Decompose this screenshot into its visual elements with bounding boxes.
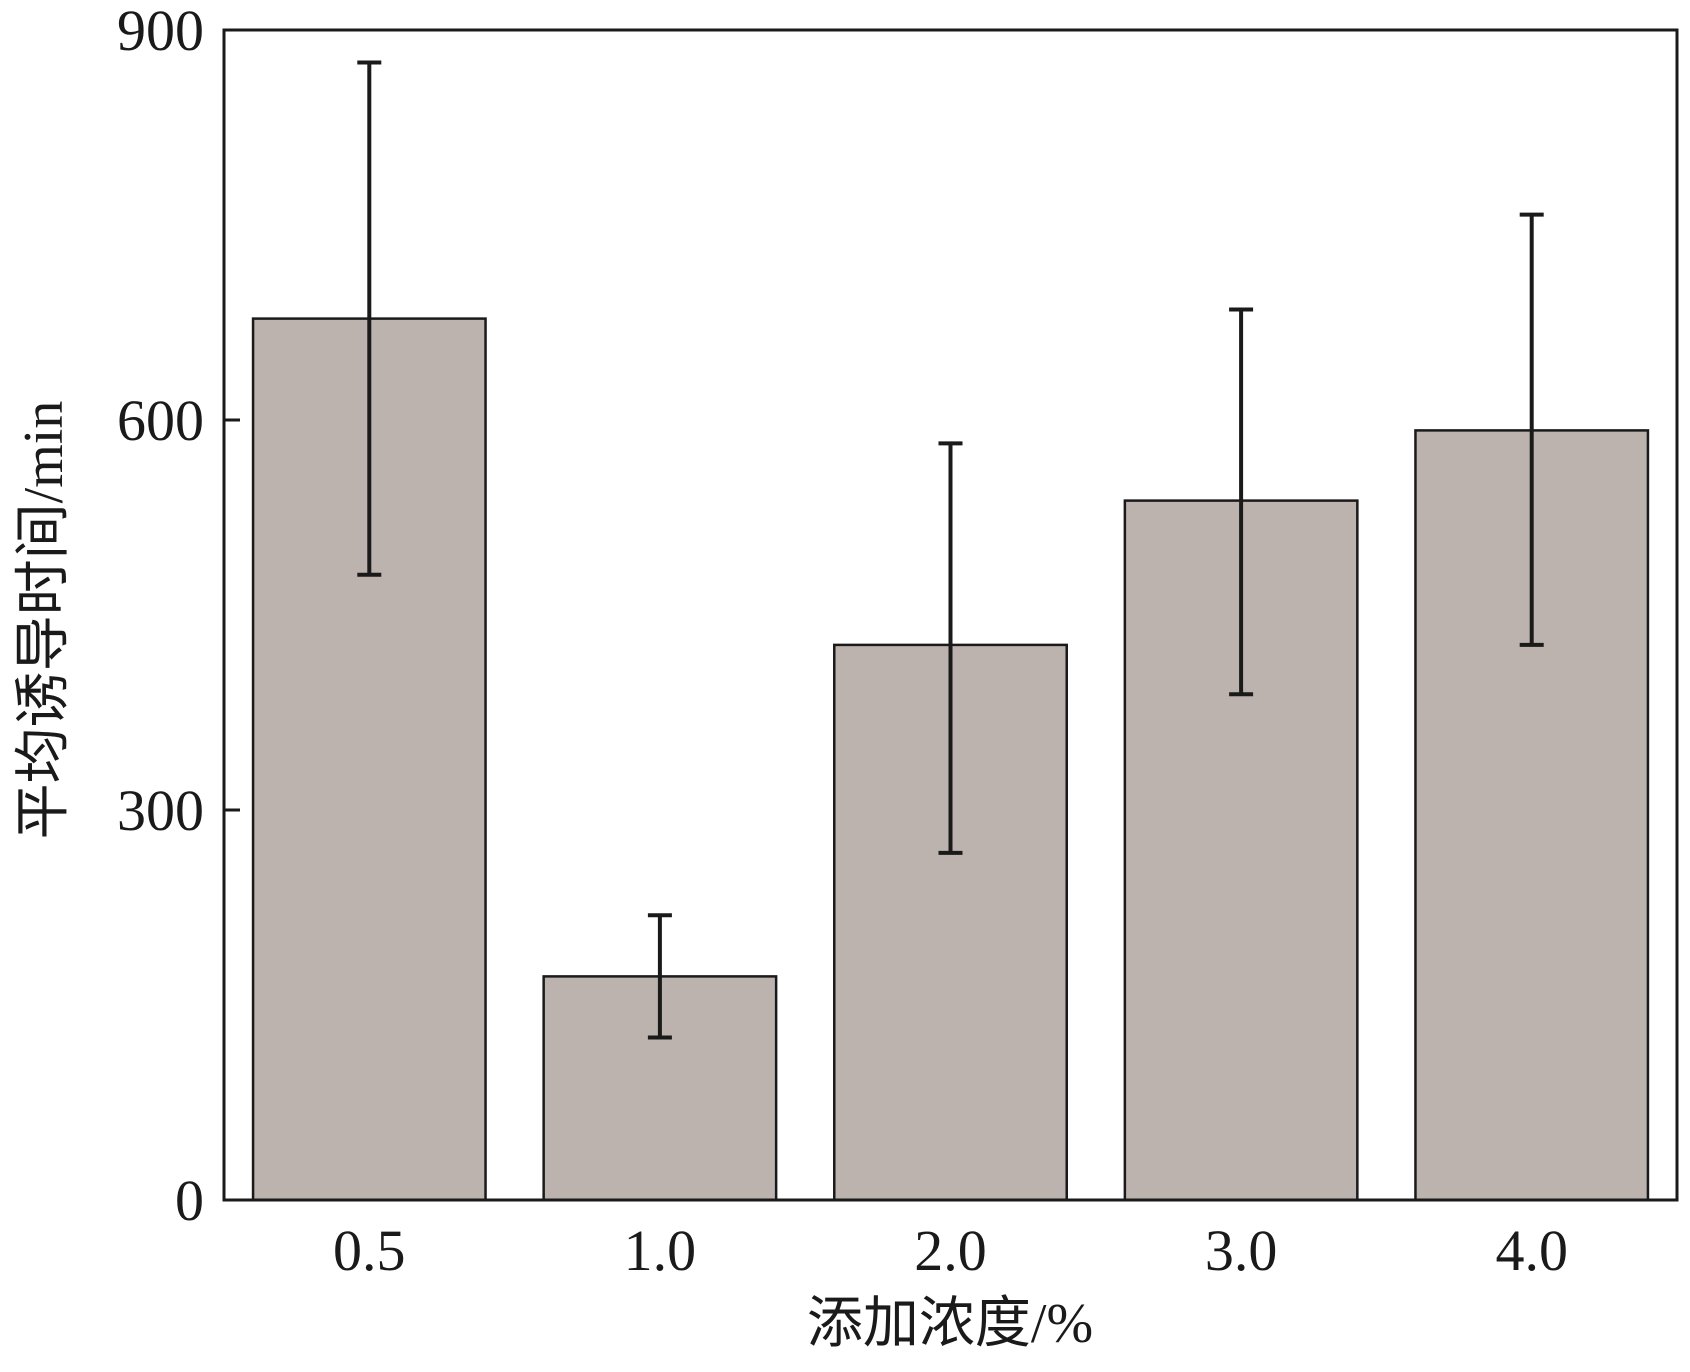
- x-tick-label-4.0: 4.0: [1495, 1218, 1568, 1283]
- x-axis-title: 添加浓度/%: [807, 1293, 1093, 1355]
- y-tick-label-300: 300: [117, 778, 204, 843]
- y-axis-ticks: 0 300 600 900: [117, 0, 240, 1233]
- y-tick-label-0: 0: [175, 1168, 204, 1233]
- x-tick-label-0.5: 0.5: [333, 1218, 406, 1283]
- bars-group: [251, 317, 1650, 1202]
- error-bars-group: [357, 60, 1544, 1040]
- x-tick-label-1.0: 1.0: [624, 1218, 697, 1283]
- x-tick-label-2.0: 2.0: [914, 1218, 987, 1283]
- plot-frame: [222, 28, 1679, 1202]
- x-tick-label-3.0: 3.0: [1205, 1218, 1278, 1283]
- x-axis-ticks: 0.5 1.0 2.0 3.0 4.0: [333, 1218, 1568, 1283]
- y-tick-label-900: 900: [117, 0, 204, 63]
- y-axis-title: 平均诱导时间/min: [13, 401, 75, 840]
- y-tick-label-600: 600: [117, 388, 204, 453]
